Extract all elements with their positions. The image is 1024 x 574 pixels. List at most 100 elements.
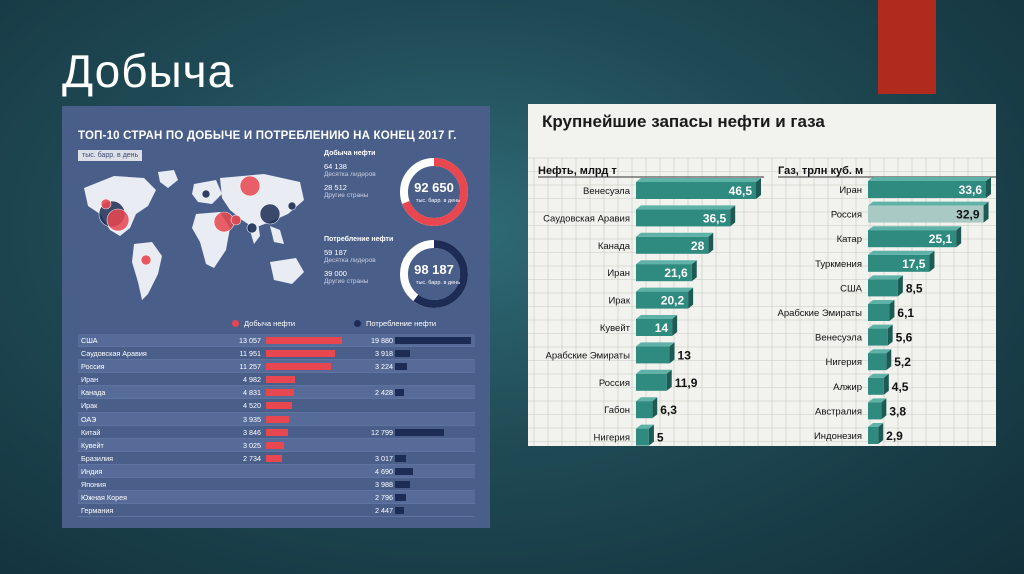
bar: [868, 254, 930, 272]
bar: [636, 264, 692, 282]
bar-side: [878, 423, 884, 444]
category-label: США: [840, 283, 863, 294]
data-label: 21,6: [664, 266, 688, 280]
consumption-total-unit: тыс. барр. в день: [416, 280, 460, 286]
bar: [636, 373, 667, 391]
production-value: 11 951: [239, 349, 261, 359]
table-row: Япония 3 988: [78, 478, 475, 492]
bar-top: [868, 324, 893, 329]
data-label: 13: [678, 348, 692, 362]
bar-top: [868, 201, 989, 206]
data-label: 25,1: [929, 232, 953, 246]
data-label: 5: [657, 431, 664, 445]
country-name: Бразилия: [81, 453, 114, 463]
table-row: Канада 4 831 2 428: [78, 386, 475, 400]
production-bar: [266, 376, 295, 384]
category-label: Арабские Эмираты: [546, 350, 631, 361]
bar: [868, 279, 898, 297]
category-label: Габон: [604, 405, 630, 416]
bar: [868, 427, 879, 444]
legend-production-label: Добыча нефти: [244, 319, 296, 328]
table-row: Южная Корея 2 796: [78, 491, 475, 505]
category-label: Кувейт: [600, 323, 631, 334]
bar: [868, 353, 887, 371]
consumption-bar: [395, 467, 413, 475]
bar-top: [636, 397, 658, 402]
bar-top: [868, 177, 991, 181]
production-total-unit: тыс. барр. в день: [416, 198, 460, 204]
bubble-europe-cons: [201, 189, 211, 199]
country-name: США: [81, 336, 98, 345]
bar-side: [672, 315, 678, 336]
consumption-bar: [395, 481, 411, 489]
bar-side: [883, 373, 889, 395]
bar: [868, 181, 986, 198]
category-label: Канада: [598, 241, 631, 252]
infographic-title: ТОП-10 СТРАН ПО ДОБЫЧЕ И ПОТРЕБЛЕНИЮ НА …: [78, 130, 457, 142]
consumption-bar: [395, 350, 410, 358]
country-name: Саудовская Аравия: [81, 349, 147, 359]
bubble-iran-prod: [230, 214, 242, 226]
consumption-bar: [395, 507, 405, 515]
table-row: США 13 057 19 880: [78, 334, 475, 348]
data-label: 20,2: [661, 294, 685, 308]
consumption-other-label: Другие страны: [324, 278, 369, 285]
bar-side: [983, 201, 989, 223]
production-bar: [266, 402, 293, 410]
category-label: Нигерия: [826, 357, 862, 368]
data-label: 5,6: [896, 331, 913, 345]
consumption-dot: [354, 320, 361, 327]
south-america-shape: [132, 242, 162, 300]
consumption-top10-label: Десятка лидеров: [324, 257, 376, 264]
bar-top: [868, 423, 884, 427]
bar-top: [636, 260, 697, 265]
table-row: ОАЭ 3 935: [78, 412, 475, 426]
table-row: Китай 3 846 12 799: [78, 426, 475, 439]
data-label: 6,1: [897, 306, 914, 320]
production-value: 13 057: [239, 336, 261, 345]
reserves-chart-svg: Нефть, млрд т Венесуэла 46,5 Саудовская Ара…: [528, 157, 996, 446]
country-name: Канада: [81, 388, 106, 398]
legend-consumption: Потребление нефти: [354, 319, 436, 328]
se-asia-shape: [270, 226, 284, 244]
production-bar: [266, 454, 282, 462]
country-name: Ирак: [81, 401, 98, 411]
data-label: 36,5: [703, 211, 727, 225]
unit-tag: тыс. барр. в день: [78, 150, 143, 161]
bubble-japan-cons: [287, 201, 297, 211]
consumption-stats: Потребление нефти 59 187 Десятка лидеров…: [324, 236, 393, 285]
consumption-heading: Потребление нефти: [324, 236, 394, 243]
series-heading: Нефть, млрд т: [538, 165, 617, 177]
data-label: 3,8: [889, 404, 906, 418]
bar: [636, 209, 731, 227]
greenland-shape: [158, 170, 178, 188]
consumption-bar: [395, 494, 406, 502]
table-row: Бразилия 2 734 3 017: [78, 452, 475, 465]
bar-side: [691, 260, 697, 282]
consumption-value: 2 447: [375, 506, 393, 516]
production-dot: [232, 320, 239, 327]
category-label: Арабские Эмираты: [778, 308, 863, 319]
production-value: 3 025: [243, 440, 261, 450]
bar-top: [636, 342, 675, 347]
data-label: 8,5: [906, 281, 923, 295]
bar: [868, 402, 882, 420]
bar: [636, 236, 709, 254]
bar-top: [636, 287, 694, 292]
category-label: Алжир: [833, 382, 862, 393]
country-name: Германия: [81, 506, 114, 516]
table-row: Иран 4 982: [78, 373, 475, 387]
bubble-brazil-prod: [140, 254, 152, 266]
production-stats: Добыча нефти 64 138 Десятка лидеров 28 5…: [324, 150, 376, 199]
bar: [636, 182, 756, 199]
bar-side: [886, 349, 892, 371]
consumption-value: 4 690: [375, 466, 393, 476]
bubble-saudi-prod: [213, 211, 235, 233]
bar-top: [868, 275, 903, 280]
production-other-label: Другие страны: [324, 192, 369, 199]
consumption-value: 3 988: [375, 480, 393, 490]
bar-top: [868, 300, 895, 304]
world-map: [84, 170, 304, 300]
data-label: 33,6: [959, 183, 983, 197]
bar-top: [636, 232, 714, 237]
